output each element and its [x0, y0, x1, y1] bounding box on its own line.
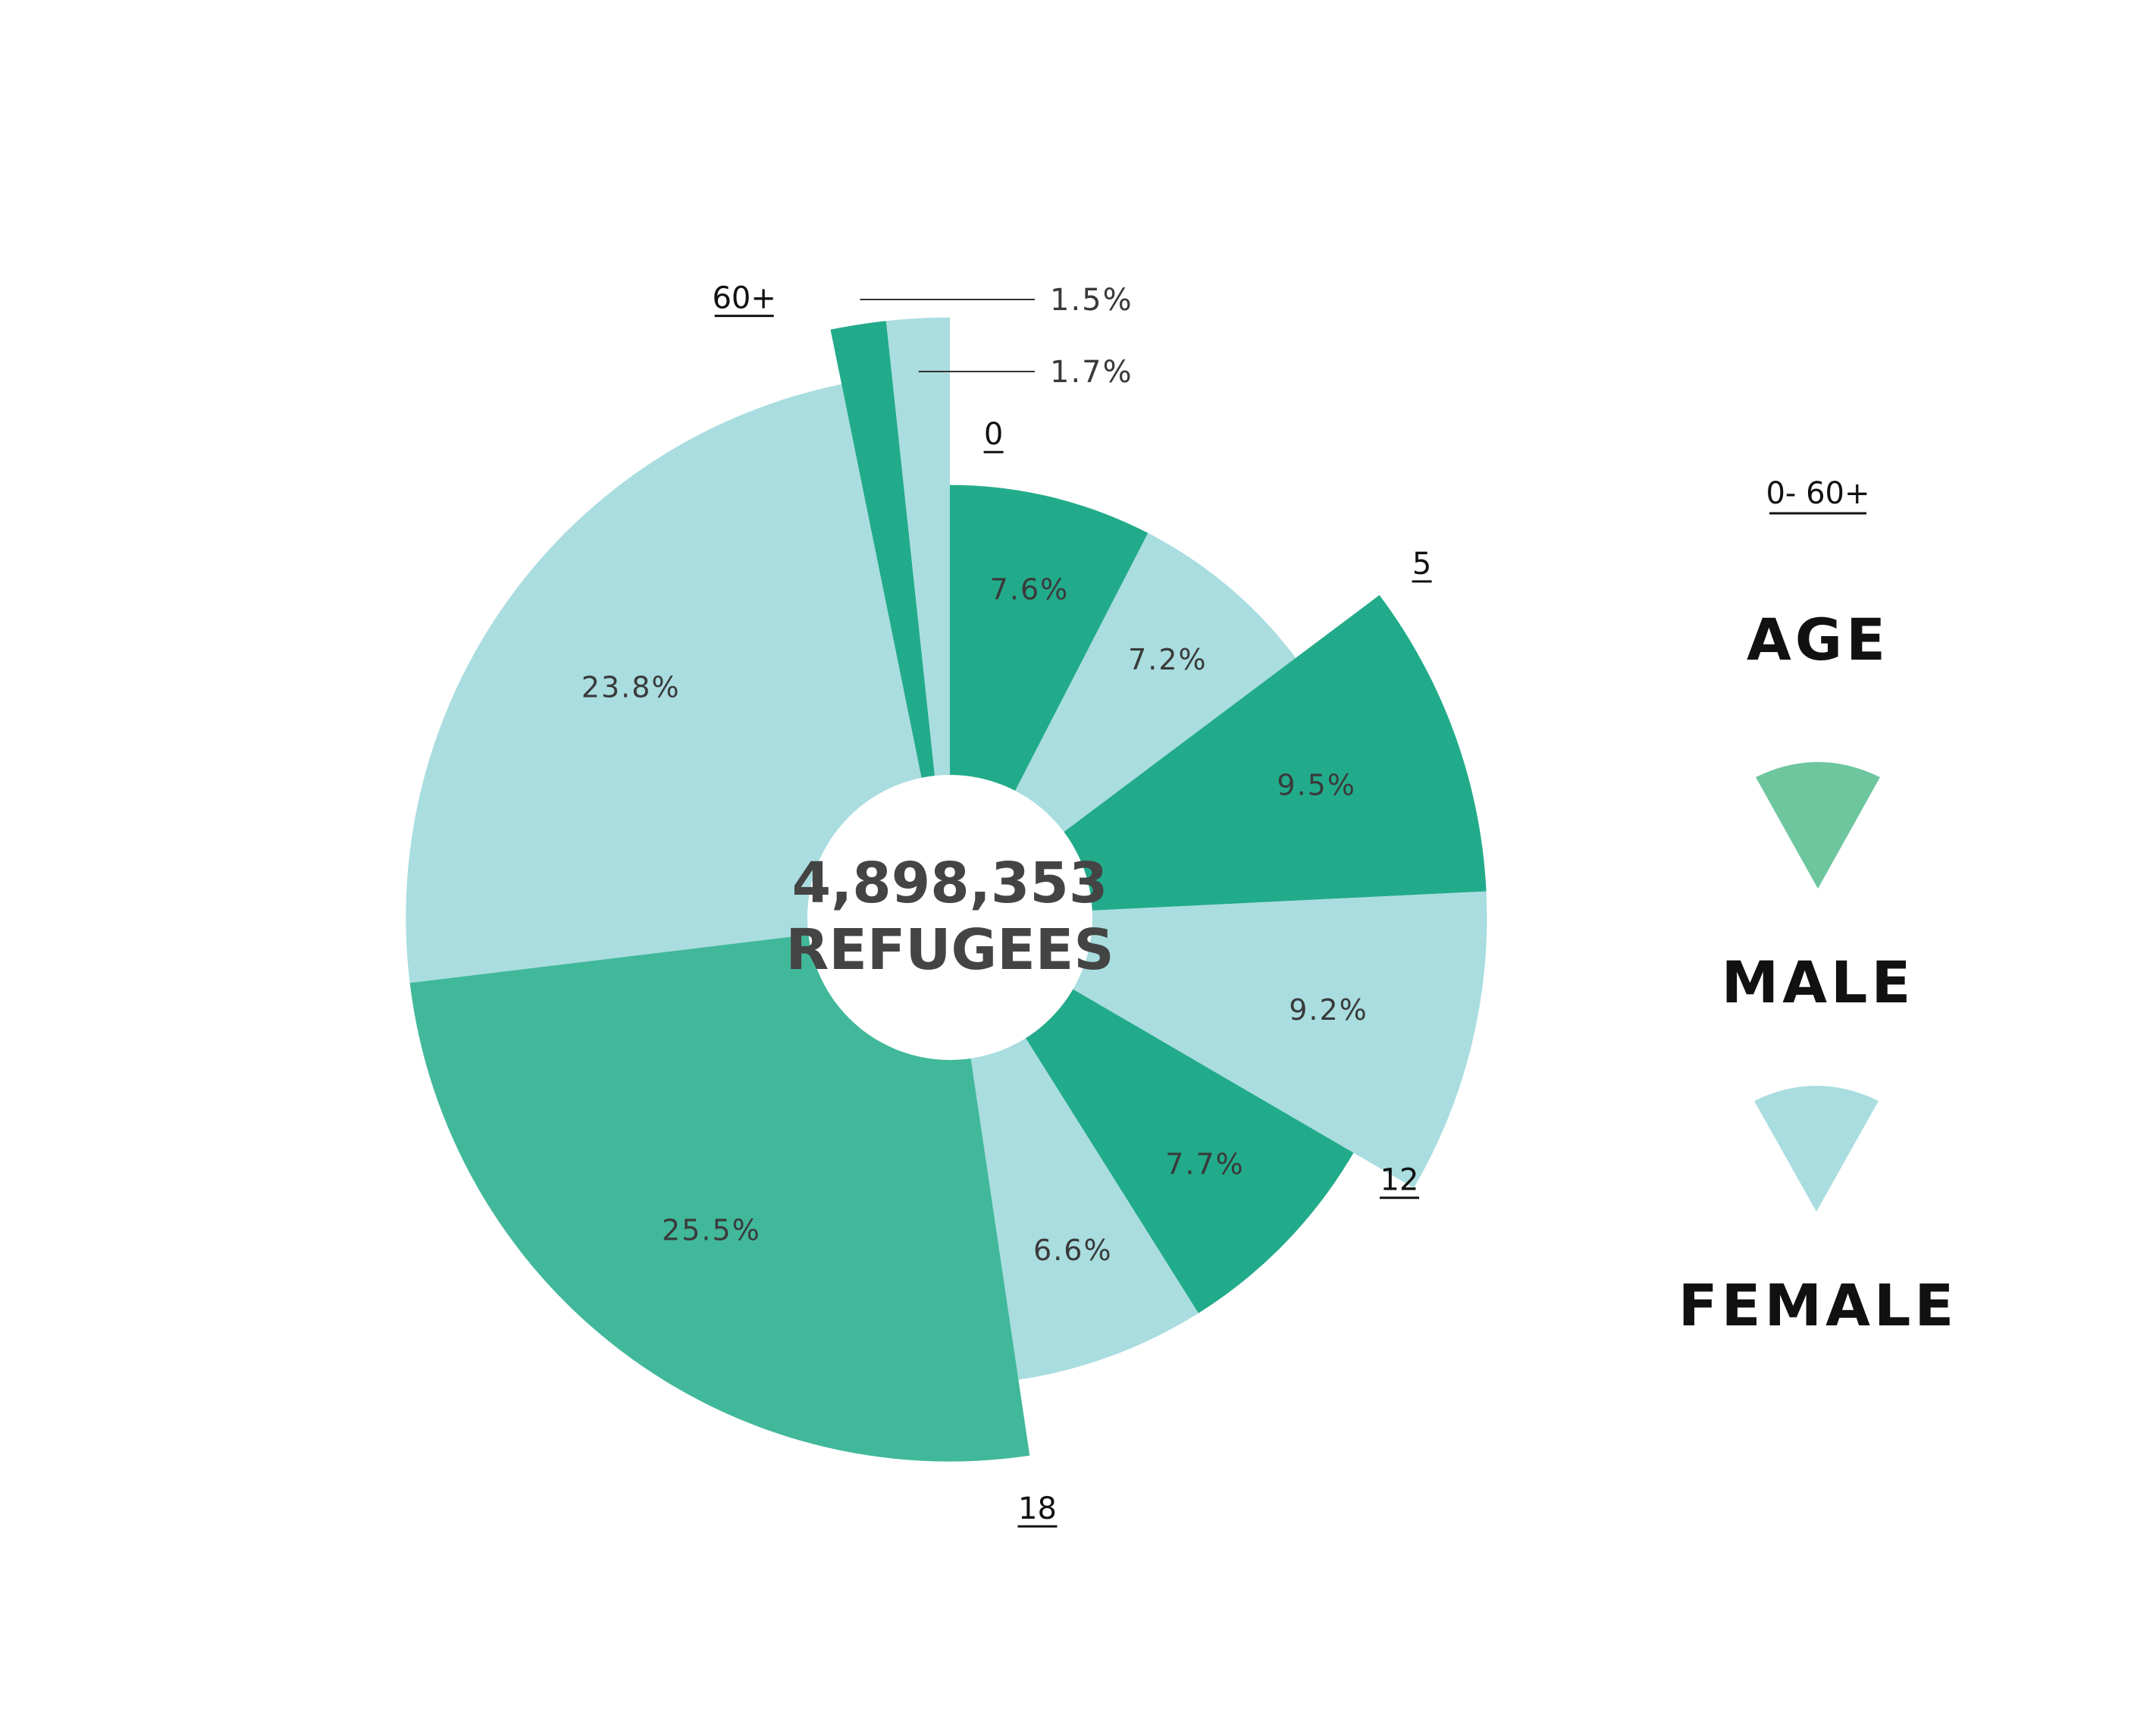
slice-label-5-male: 9.5% [1277, 769, 1356, 802]
legend-age-title: AGE [1747, 606, 1889, 673]
callout-label-60+-male: 1.5% [1050, 283, 1133, 318]
slice-label-12-male: 7.7% [1165, 1148, 1245, 1181]
slice-label-0-male: 7.6% [990, 572, 1070, 606]
small-slice-callouts: 1.5% 1.7% [860, 283, 1133, 390]
legend-male-wedge-icon [1756, 762, 1880, 889]
legend-female-wedge-icon [1754, 1086, 1879, 1212]
slice-60+-female [885, 317, 950, 917]
age-label-0: 0 [984, 417, 1003, 452]
age-label-5: 5 [1412, 547, 1431, 582]
legend: 0- 60+ AGE MALE FEMALE [1678, 476, 1958, 1339]
legend-age-range: 0- 60+ [1766, 476, 1869, 511]
slice-label-0-female: 7.2% [1128, 643, 1208, 676]
slice-18-female [406, 384, 950, 983]
slice-label-18-female: 23.8% [581, 671, 681, 704]
slice-value-labels: 7.6% 7.2% 9.5% 9.2% 7.7% 6.6% 25.5% 23.8% [581, 572, 1368, 1267]
slice-18-male [409, 917, 1030, 1462]
legend-female-label: FEMALE [1678, 1272, 1958, 1339]
age-label-18: 18 [1018, 1491, 1057, 1526]
slice-label-18-male: 25.5% [662, 1214, 761, 1247]
center-total: 4,898,353 [792, 851, 1108, 916]
callout-label-60+-female: 1.7% [1050, 355, 1133, 390]
slice-label-5-female: 9.2% [1289, 993, 1368, 1027]
slice-label-12-female: 6.6% [1033, 1234, 1113, 1267]
center-hole [807, 775, 1092, 1060]
age-label-60plus: 60+ [712, 281, 776, 316]
age-boundary-labels: 0 5 12 18 60+ [712, 281, 1432, 1528]
slice-60+-male [830, 321, 950, 917]
age-label-12: 12 [1380, 1163, 1419, 1198]
legend-male-label: MALE [1722, 949, 1915, 1016]
slice-5-female [950, 891, 1487, 1188]
center-unit: REFUGEES [785, 917, 1114, 983]
slice-5-male [950, 594, 1487, 917]
